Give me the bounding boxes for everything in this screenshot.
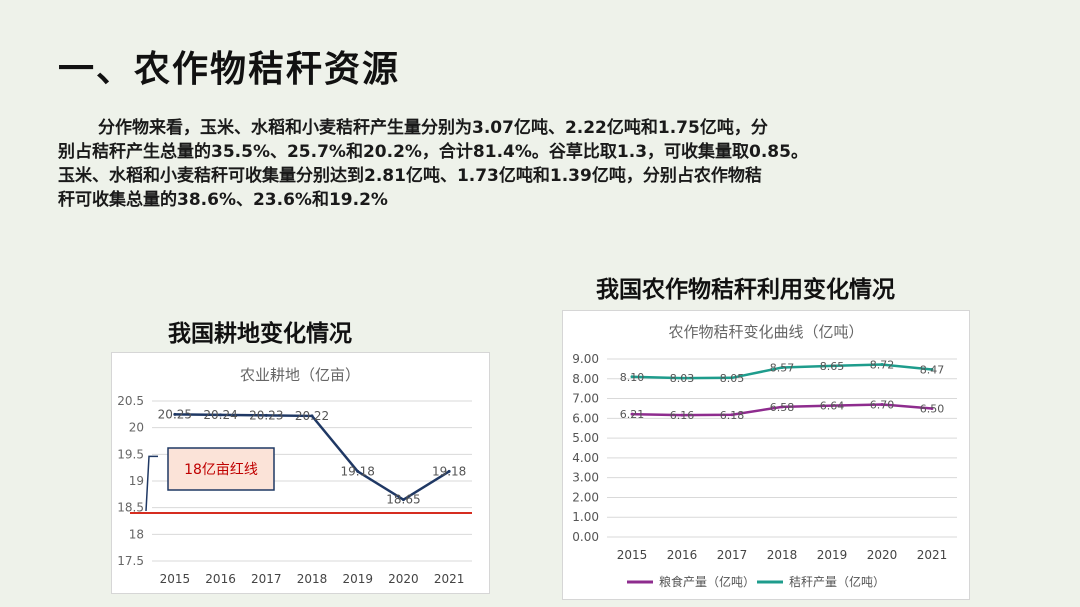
farmland-chart: 农业耕地（亿亩） 17.5 18 18.5 19 19.5 20 20.5 2015 2016 20…	[111, 352, 490, 594]
data-point	[680, 413, 684, 417]
data-label: 6.21	[620, 408, 645, 421]
chart-title: 农业耕地（亿亩）	[240, 366, 360, 384]
paragraph-line: 别占秸秆产生总量的35.5%、25.7%和20.2%，合计81.4%。谷草比取1…	[58, 142, 808, 162]
x-tick-label: 2018	[297, 572, 328, 586]
data-label: 20.23	[249, 408, 283, 422]
straw-chart: 农作物秸秆变化曲线（亿吨） 0.00 1.00 2.00 3.00 4.00 5.00 6.0…	[562, 310, 970, 600]
data-point	[930, 406, 934, 410]
x-tick-label: 2021	[917, 548, 948, 562]
data-point	[780, 366, 784, 370]
data-point	[680, 376, 684, 380]
data-label: 6.18	[720, 409, 745, 422]
x-tick-label: 2015	[617, 548, 648, 562]
y-tick-label: 0.00	[572, 530, 599, 544]
y-tick-label: 4.00	[572, 451, 599, 465]
y-tick-label: 18	[129, 527, 144, 541]
y-tick-label: 20.5	[117, 394, 144, 408]
farmland-section-title: 我国耕地变化情况	[168, 321, 352, 347]
data-label: 19.18	[341, 464, 375, 478]
farmland-chart-svg: 农业耕地（亿亩） 17.5 18 18.5 19 19.5 20 20.5 2015 2016 20…	[117, 366, 472, 586]
paragraph-line: 分作物来看，玉米、水稻和小麦秸秆产生量分别为3.07亿吨、2.22亿吨和1.75…	[98, 118, 768, 138]
y-tick-label: 18.5	[117, 501, 144, 515]
data-point	[356, 469, 360, 473]
data-point	[173, 412, 177, 416]
y-tick-label: 6.00	[572, 411, 599, 425]
data-label: 8.10	[620, 371, 645, 384]
data-point	[880, 363, 884, 367]
data-label: 20.22	[295, 409, 329, 423]
x-tick-label: 2017	[251, 572, 282, 586]
data-label: 20.24	[203, 408, 237, 422]
data-label: 8.65	[820, 360, 845, 373]
legend-label: 秸秆产量（亿吨）	[789, 574, 885, 589]
data-point	[401, 498, 405, 502]
x-tick-label: 2019	[342, 572, 373, 586]
y-tick-label: 5.00	[572, 431, 599, 445]
data-point	[780, 405, 784, 409]
data-label: 8.72	[870, 359, 895, 372]
data-label: 6.64	[820, 400, 845, 413]
y-tick-label: 1.00	[572, 510, 599, 524]
legend-label: 粮食产量（亿吨）	[659, 574, 755, 589]
data-label: 8.57	[770, 362, 795, 375]
y-tick-label: 17.5	[117, 554, 144, 568]
x-tick-label: 2017	[717, 548, 748, 562]
y-tick-label: 2.00	[572, 490, 599, 504]
data-label: 18.65	[386, 493, 420, 507]
data-label: 20.25	[158, 407, 192, 421]
data-label: 19.18	[432, 464, 466, 478]
data-point	[830, 364, 834, 368]
annotation-pointer	[145, 455, 158, 512]
data-label: 6.16	[670, 409, 695, 422]
paragraph-line: 秆可收集总量的38.6%、23.6%和19.2%	[58, 190, 388, 210]
data-point	[880, 402, 884, 406]
data-point	[630, 412, 634, 416]
data-label: 8.03	[670, 372, 695, 385]
data-point	[219, 413, 223, 417]
summary-paragraph: 分作物来看，玉米、水稻和小麦秸秆产生量分别为3.07亿吨、2.22亿吨和1.75…	[58, 116, 888, 212]
x-tick-label: 2015	[160, 572, 191, 586]
y-tick-label: 7.00	[572, 392, 599, 406]
data-point	[630, 375, 634, 379]
x-tick-label: 2020	[388, 572, 419, 586]
annotation-label: 18亿亩红线	[184, 461, 258, 478]
y-tick-label: 19	[129, 474, 144, 488]
x-tick-label: 2019	[817, 548, 848, 562]
data-point	[264, 413, 268, 417]
data-point	[830, 404, 834, 408]
x-tick-label: 2020	[867, 548, 898, 562]
y-tick-label: 8.00	[572, 372, 599, 386]
data-label: 8.05	[720, 372, 745, 385]
y-tick-label: 20	[129, 421, 144, 435]
y-tick-label: 3.00	[572, 471, 599, 485]
data-label: 6.50	[920, 402, 945, 415]
paragraph-line: 玉米、水稻和小麦秸秆可收集量分别达到2.81亿吨、1.73亿吨和1.39亿吨，分…	[58, 166, 762, 186]
x-tick-label: 2018	[767, 548, 798, 562]
y-tick-label: 19.5	[117, 447, 144, 461]
data-point	[730, 376, 734, 380]
data-point	[930, 367, 934, 371]
data-label: 6.70	[870, 398, 895, 411]
x-tick-label: 2021	[434, 572, 465, 586]
data-point	[730, 413, 734, 417]
data-point	[447, 469, 451, 473]
data-point	[310, 414, 314, 418]
x-tick-label: 2016	[667, 548, 698, 562]
annotation-box	[167, 447, 275, 491]
y-tick-label: 9.00	[572, 352, 599, 366]
chart-title: 农作物秸秆变化曲线（亿吨）	[668, 323, 863, 341]
straw-section-title: 我国农作物秸秆利用变化情况	[596, 277, 895, 303]
data-label: 6.58	[770, 401, 795, 414]
straw-chart-svg: 农作物秸秆变化曲线（亿吨） 0.00 1.00 2.00 3.00 4.00 5.00 6.0…	[572, 323, 957, 589]
page-title: 一、农作物秸秆资源	[58, 49, 401, 90]
x-tick-label: 2016	[205, 572, 236, 586]
data-label: 8.47	[920, 363, 945, 376]
